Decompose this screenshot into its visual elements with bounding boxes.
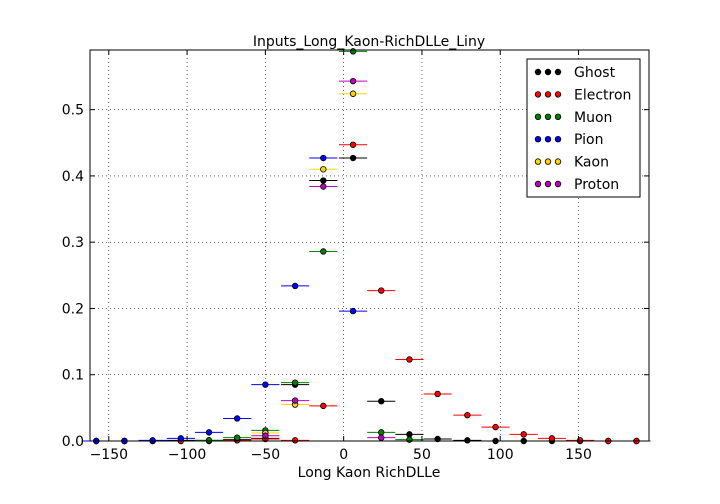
proton-point	[291, 397, 299, 404]
muon-point	[233, 434, 241, 441]
x-tick-label: 50	[413, 447, 431, 463]
pion-point	[349, 307, 357, 315]
legend-label-ghost: Ghost	[574, 65, 616, 81]
y-tick-label: 0.4	[62, 169, 84, 185]
electron-point	[378, 287, 385, 294]
ticks	[90, 50, 649, 442]
ghost-point	[320, 177, 327, 184]
proton-point	[320, 183, 327, 190]
ghost-point	[378, 398, 385, 405]
legend-marker-ghost	[534, 68, 542, 76]
legend-marker-muon	[544, 113, 552, 120]
y-tick-label: 0.3	[62, 235, 84, 251]
legend-label-electron: Electron	[574, 87, 631, 103]
x-tick-label: −150	[90, 447, 128, 463]
legend-label-muon: Muon	[574, 110, 612, 126]
y-tick-label: 0.0	[62, 434, 84, 450]
legend-marker-pion	[544, 135, 552, 143]
legend-label-kaon: Kaon	[574, 155, 609, 171]
muon-point	[291, 379, 299, 386]
electron-point	[406, 356, 413, 363]
y-tick-label: 0.5	[62, 103, 84, 119]
pion-point	[149, 437, 156, 444]
kaon-point	[349, 90, 357, 97]
legend-marker-kaon	[534, 158, 542, 165]
proton-point	[349, 77, 357, 85]
legend-marker-electron	[534, 91, 542, 98]
legend-marker-electron	[554, 91, 562, 98]
legend-marker-kaon	[544, 158, 552, 165]
electron-point	[464, 411, 471, 419]
kaon-point	[320, 166, 327, 173]
legend-marker-ghost	[544, 68, 552, 76]
electron-point	[320, 402, 327, 410]
x-tick-labels: −150 −100 −50 0 50 100 150	[90, 447, 592, 463]
electron-point	[434, 390, 441, 398]
ghost-point	[349, 154, 357, 162]
x-tick-label: 100	[487, 447, 514, 463]
legend-marker-muon	[554, 113, 562, 120]
legend-marker-pion	[534, 135, 542, 143]
ghost-point	[464, 437, 471, 444]
proton-point	[378, 434, 385, 441]
legend-label-proton: Proton	[574, 177, 619, 193]
legend-marker-proton	[554, 180, 562, 188]
legend-marker-ghost	[554, 68, 562, 76]
electron-point	[349, 141, 357, 148]
muon-point	[406, 436, 413, 443]
muon-point	[320, 248, 327, 255]
legend-label-pion: Pion	[574, 132, 603, 148]
pion-point	[291, 282, 299, 290]
legend: Ghost Electron Muon Pion Kaon Proton	[526, 58, 641, 198]
x-tick-label: 150	[565, 447, 592, 463]
legend-marker-proton	[534, 180, 542, 188]
electron-point	[492, 423, 499, 431]
chart-title: Inputs_Long_Kaon-RichDLLe_Liny	[253, 34, 485, 50]
pion-point	[233, 415, 241, 422]
x-axis-label: Long Kaon RichDLLe	[298, 465, 441, 481]
pion-point	[205, 429, 213, 436]
legend-box	[526, 58, 641, 198]
legend-marker-kaon	[554, 158, 562, 165]
x-tick-label: −50	[251, 447, 281, 463]
pion-point	[320, 154, 327, 162]
legend-marker-pion	[554, 135, 562, 143]
ghost-point	[434, 435, 441, 443]
y-tick-label: 0.2	[62, 301, 84, 317]
electron-point	[520, 431, 527, 438]
electron-point	[291, 437, 299, 444]
electron-point	[548, 435, 556, 442]
legend-marker-muon	[534, 113, 542, 120]
legend-marker-electron	[544, 91, 552, 98]
x-tick-label: 0	[339, 447, 348, 463]
plot-frame	[89, 49, 650, 442]
x-tick-label: −100	[168, 447, 206, 463]
pion-point	[177, 435, 185, 442]
pion-point	[262, 381, 269, 388]
muon-point	[205, 437, 213, 444]
y-tick-labels: 0.0 0.1 0.2 0.3 0.4 0.5	[62, 103, 84, 450]
legend-marker-proton	[544, 180, 552, 188]
y-tick-label: 0.1	[62, 368, 84, 384]
muon-point	[378, 429, 385, 436]
ghost-point	[406, 431, 413, 438]
